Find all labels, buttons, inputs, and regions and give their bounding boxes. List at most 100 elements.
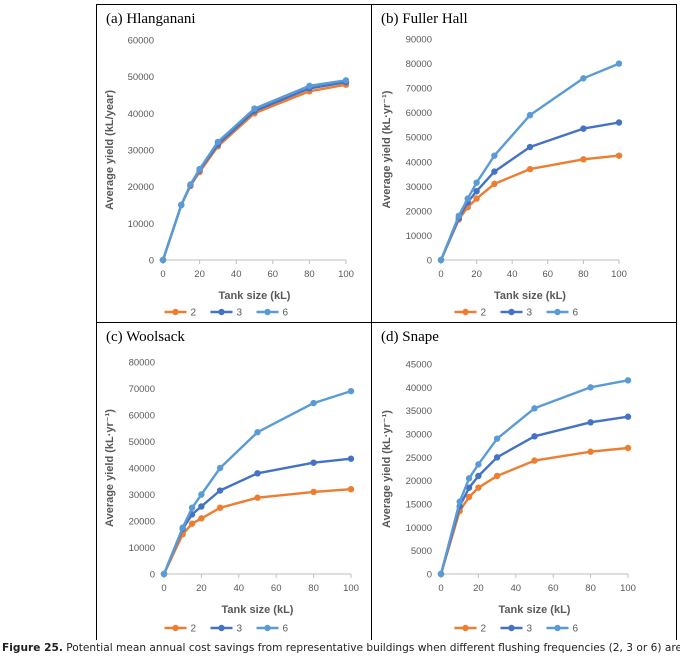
x-tick-label: 100 [343,583,359,594]
data-point [254,429,261,436]
y-tick-label: 45000 [406,360,432,371]
x-tick-label: 100 [338,269,354,280]
legend-swatch-marker [172,308,179,316]
y-tick-label: 15000 [406,500,432,511]
chart-panel-4: (d) Snape 0 5000 10000 15000 20000 25000 30000 3… [371,322,677,640]
y-tick-label: 20000 [129,517,155,528]
legend-item: 3 [500,624,533,635]
data-point [473,195,480,202]
data-point [216,487,224,494]
legend-item: 3 [500,308,533,319]
chart-panel-1: (a) Hlanganani 0 10000 20000 30000 40000 50000… [96,4,372,323]
x-tick-label: 20 [471,269,482,280]
legend-label: 2 [191,624,197,635]
x-tick-label: 0 [160,269,165,280]
y-tick-label: 70000 [129,384,155,395]
y-axis-label: Average yield (kL/year) [104,90,116,210]
y-tick-label: 80000 [129,358,155,369]
y-axis-label: Average yield (kL·yr⁻¹) [381,410,393,528]
series-line-6 [162,389,352,575]
legend-item: 6 [256,308,289,319]
data-point [580,156,587,163]
data-point [254,494,261,501]
data-point [214,138,222,146]
data-point [615,119,623,126]
figure-panels: (a) Hlanganani01000020000300004000050000… [96,4,677,640]
y-tick-label: 0 [149,256,154,267]
data-point [580,75,587,82]
data-point [347,455,355,462]
data-point [587,419,594,426]
y-tick-label: 20000 [406,206,432,217]
y-tick-label: 10000 [406,523,432,534]
x-tick-label: 40 [234,583,245,594]
data-point [493,435,501,442]
data-point [437,570,445,578]
data-point [531,433,538,440]
data-point [465,493,473,501]
y-tick-label: 90000 [406,35,432,46]
panel-frame [96,4,372,323]
legend-label: 3 [237,308,243,319]
series-line-6 [439,379,629,575]
data-point [254,470,261,477]
y-tick-label: 30000 [406,430,432,441]
x-tick-label: 40 [511,583,522,594]
x-tick-label: 0 [438,583,443,594]
data-point [473,188,480,195]
legend-swatch-marker [218,624,225,632]
y-tick-label: 70000 [406,84,432,95]
data-point [178,201,185,209]
data-point [587,384,594,391]
y-tick-label: 60000 [129,411,155,422]
legend-item: 2 [164,308,197,319]
data-point [526,143,534,151]
figure-caption: Figure 25. Potential mean annual cost sa… [2,642,680,654]
y-tick-label: 0 [427,256,432,267]
data-point [198,515,205,522]
data-point [491,180,498,188]
series-line-6 [161,79,347,261]
y-tick-label: 10000 [406,231,432,242]
data-point [216,504,224,511]
data-point [493,472,501,480]
x-tick-label: 100 [620,583,636,594]
data-point [347,486,355,493]
y-axis-label: Average yield (kL·yr⁻¹) [104,409,116,527]
legend-label: 3 [237,624,243,635]
y-tick-label: 40000 [406,157,432,168]
x-tick-label: 80 [585,583,596,594]
panel-frame [371,322,677,640]
legend-label: 3 [527,308,533,319]
data-point [160,570,168,578]
legend-item: 2 [454,308,487,319]
x-tick-label: 80 [308,583,319,594]
y-tick-label: 30000 [129,490,155,501]
data-point [347,387,355,395]
legend-swatch-marker [508,624,515,632]
data-point [473,179,480,186]
data-point [475,484,482,491]
x-tick-label: 60 [548,583,559,594]
data-point [216,464,224,472]
y-tick-label: 50000 [128,72,154,83]
panel-title: (b) Fuller Hall [381,11,468,27]
x-tick-label: 80 [304,269,315,280]
panel-frame [371,4,677,323]
chart-panel-3: (c) Woolsack0100002000030000400005000060… [96,322,372,640]
data-point [475,472,482,480]
legend-swatch-marker [172,624,179,632]
data-point [624,444,632,452]
y-tick-label: 80000 [406,59,432,70]
y-tick-label: 30000 [128,146,154,157]
legend-label: 2 [481,308,487,319]
legend-label: 6 [573,624,579,635]
data-point [188,504,196,511]
y-tick-label: 10000 [128,219,154,230]
data-point [531,405,538,412]
data-point [465,484,473,491]
x-axis-label: Tank size (kL) [494,290,566,302]
x-tick-label: 60 [268,269,279,280]
panel-title: (c) Woolsack [106,329,185,345]
y-tick-label: 10000 [129,543,155,554]
